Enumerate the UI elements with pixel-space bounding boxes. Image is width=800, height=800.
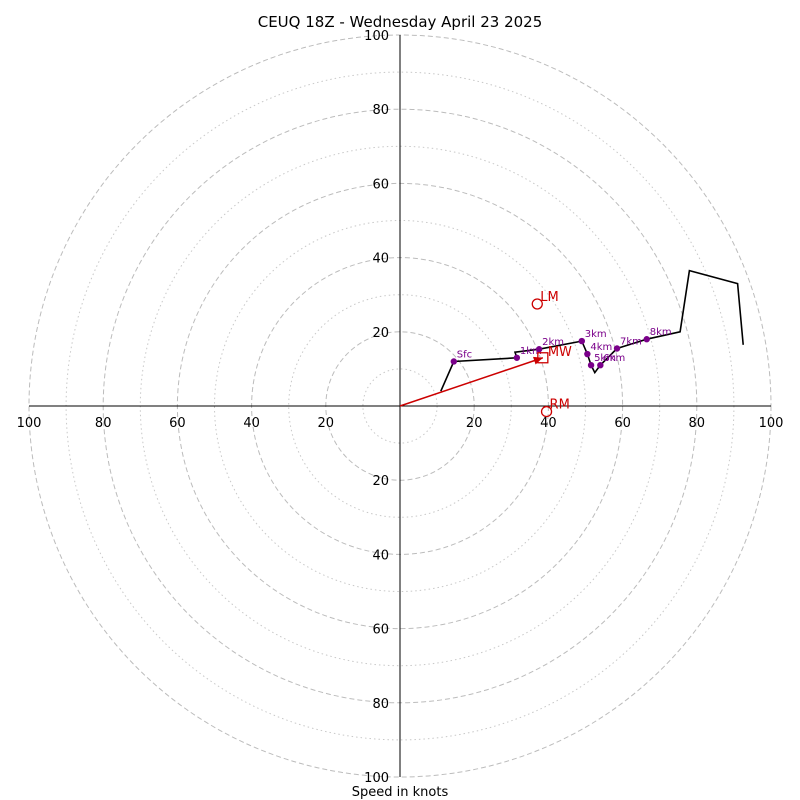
height-label: 6km [603,353,625,364]
height-label: 4km [590,342,612,353]
y-tick-label: 80 [372,103,389,118]
height-label: 8km [650,327,672,338]
y-tick-label: 60 [372,177,389,192]
x-tick-label: 20 [466,416,483,431]
x-tick-label: 20 [318,416,335,431]
left-mover-marker [531,298,543,310]
height-point-4km [584,350,591,358]
y-tick-label: 20 [372,474,389,489]
height-point-7km [613,345,621,352]
height-point-8km [643,336,650,343]
mean-wind-vector [399,357,544,407]
height-label: 5km [594,353,616,364]
mean-wind-label: MW [548,345,572,360]
y-tick-label: 40 [372,548,389,563]
height-label: 7km [620,336,642,347]
x-tick-label: 40 [243,416,260,431]
y-tick-label: 100 [364,771,389,786]
tick-labels: 100 80 60 40 20 20 40 60 80 100 100 80 60 40 20 20 40 60 8… [17,29,784,786]
height-label: Sfc [457,349,472,360]
right-mover-label: RM [550,398,570,413]
height-point-5km [587,361,595,369]
height-point-Sfc [450,358,457,365]
height-point-3km [578,337,585,345]
right-mover-marker [540,405,553,418]
height-label: 3km [585,329,607,340]
y-tick-label: 20 [372,326,389,341]
x-tick-label: 60 [614,416,631,431]
x-tick-label: 80 [95,416,112,431]
height-point-1km [513,354,521,361]
storm-motion-markers: LM MW RM [531,290,572,418]
height-label: 2km [542,337,564,348]
left-mover-label: LM [540,290,558,305]
y-tick-label: 80 [372,697,389,712]
y-tick-label: 60 [372,623,389,638]
x-axis-label: Speed in knots [352,785,449,800]
chart-title: CEUQ 18Z - Wednesday April 23 2025 [258,13,543,31]
x-tick-label: 60 [169,416,186,431]
height-point-6km [597,361,604,369]
x-tick-label: 40 [540,416,557,431]
x-tick-label: 100 [17,416,42,431]
y-tick-label: 40 [372,252,389,267]
y-tick-label: 100 [364,29,389,44]
x-tick-label: 80 [689,416,706,431]
x-tick-label: 100 [759,416,784,431]
mean-wind-marker [537,352,549,364]
height-point-2km [535,346,543,353]
height-label: 1km [520,346,542,357]
